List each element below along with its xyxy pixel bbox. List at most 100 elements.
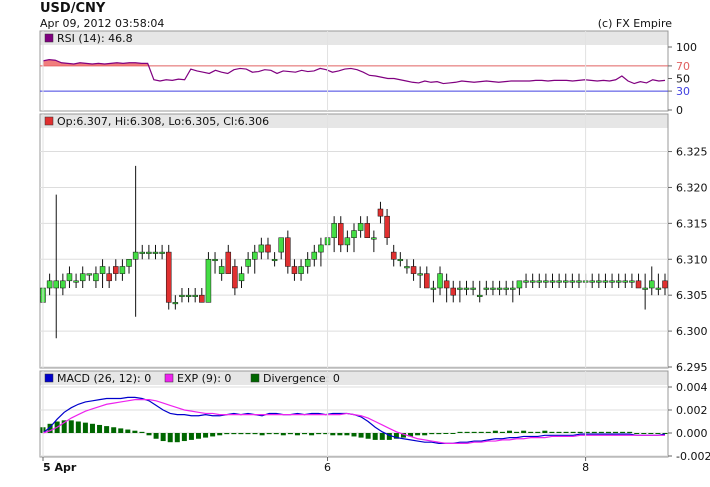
divergence-bar: [259, 433, 265, 436]
divergence-bar: [266, 433, 272, 435]
candle-body: [390, 251, 397, 260]
divergence-bar: [125, 429, 131, 433]
candle-body: [377, 208, 384, 217]
divergence-bar: [408, 433, 414, 437]
divergence-bar: [118, 428, 124, 433]
candle-body: [60, 280, 66, 289]
divergence-bar: [210, 433, 216, 437]
candle-body: [596, 280, 602, 283]
exp-line: [42, 399, 665, 444]
divergence-bar: [584, 431, 590, 433]
divergence-bar: [245, 433, 251, 435]
candle-body: [304, 259, 311, 267]
price-tick-label: 6.315: [676, 217, 708, 230]
candle-body: [232, 266, 238, 289]
candle-body: [543, 280, 549, 283]
price-tick-label: 6.295: [676, 361, 708, 374]
divergence-bar: [61, 420, 67, 433]
rsi-legend-text: RSI (14): 46.8: [57, 32, 133, 45]
divergence-bar: [372, 433, 378, 440]
candle-body: [245, 259, 251, 267]
divergence-bar: [415, 433, 421, 436]
copyright-credit: (c) FX Empire: [597, 17, 672, 30]
candle-body: [602, 280, 609, 283]
divergence-bar: [535, 431, 541, 433]
candle-body: [212, 259, 218, 262]
divergence-bar: [351, 433, 357, 437]
candle-body: [172, 302, 179, 305]
divergence-bar: [181, 433, 187, 442]
divergence-bar: [471, 431, 477, 433]
candle-body: [589, 280, 595, 283]
divergence-bar: [217, 433, 223, 436]
price-axis: 6.325 6.320 6.315 6.310 6.305 6.300 6.295: [668, 146, 708, 374]
candle-body: [165, 251, 172, 303]
divergence-bar: [167, 433, 173, 443]
divergence-bar: [620, 431, 626, 433]
candle-body: [635, 280, 642, 289]
x-tick-label: 6: [324, 461, 331, 474]
divergence-bar: [655, 433, 661, 434]
rsi-tick-label: 100: [676, 41, 697, 54]
candle-body: [46, 280, 53, 289]
price-tick-label: 6.320: [676, 181, 708, 194]
candle-body: [152, 251, 159, 254]
candle-body: [331, 223, 337, 238]
macd-panel: MACD (26, 12): 0 EXP (9): 0 Divergence: …: [39, 370, 710, 463]
divergence-bar: [627, 431, 633, 433]
candle-body: [225, 251, 232, 274]
exp-legend-text: EXP (9): 0: [177, 372, 231, 385]
candle-body: [86, 273, 93, 276]
candle-body: [629, 280, 635, 283]
x-axis: 5 Apr 6 8: [42, 31, 589, 474]
candle-body: [311, 251, 318, 260]
macd-axis: 0.004 0.002 0.000 -0.002: [668, 381, 710, 463]
candle-body: [351, 230, 357, 238]
divergence-bar: [89, 423, 95, 433]
candle-body: [397, 259, 404, 262]
candle-body: [496, 287, 503, 290]
candle-body: [251, 251, 258, 260]
candle-body: [126, 259, 132, 267]
rsi-grid: [40, 65, 668, 92]
candle-body: [503, 287, 509, 290]
rsi-overbought-fill: [43, 59, 148, 66]
candle-body: [106, 273, 112, 282]
candle-body: [576, 280, 582, 283]
divergence-bar: [478, 431, 484, 433]
divergence-bar: [309, 433, 315, 436]
divergence-bar: [613, 431, 619, 433]
candle-body: [470, 287, 476, 290]
x-tick-label: 5 Apr: [43, 461, 77, 474]
candle-body: [199, 294, 205, 303]
candle-body: [463, 287, 470, 290]
rsi-series: [42, 58, 666, 85]
divergence-bar: [358, 433, 364, 438]
divergence-bar: [344, 433, 350, 436]
divergence-bar: [287, 433, 293, 435]
exp-legend-swatch: [164, 373, 174, 383]
candle-body: [271, 259, 278, 262]
rsi-tick-label: 50: [676, 73, 690, 86]
divergence-bar: [379, 433, 385, 440]
candle-body: [79, 273, 86, 282]
candle-body: [536, 280, 543, 283]
divergence-bar: [323, 433, 329, 435]
divergence-bar: [492, 430, 498, 433]
candle-body: [483, 287, 490, 290]
price-legend-bar: [40, 114, 668, 128]
candle-body: [430, 287, 437, 290]
candle-body: [569, 280, 576, 283]
candle-body: [642, 287, 648, 290]
divergence-bar: [521, 430, 527, 433]
candle-body: [556, 280, 562, 283]
candlestick-series: [40, 165, 668, 339]
price-grid: [40, 151, 668, 368]
divergence-bar: [75, 421, 81, 433]
candle-body: [523, 280, 529, 283]
candle-body: [490, 287, 496, 290]
candle-body: [218, 266, 225, 274]
divergence-bar: [577, 431, 583, 433]
divergence-bar: [648, 433, 654, 434]
